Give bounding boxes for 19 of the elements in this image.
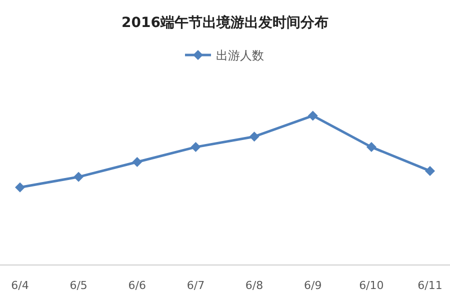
point	[15, 182, 25, 192]
legend: 出游人数	[185, 48, 264, 62]
x-tick-label: 6/6	[128, 279, 146, 292]
x-tick-label: 6/5	[70, 279, 88, 292]
chart-title: 2016端午节出境游出发时间分布	[122, 14, 328, 31]
point	[74, 172, 84, 182]
point	[366, 142, 376, 152]
x-tick-label: 6/4	[11, 279, 29, 292]
point	[425, 166, 435, 176]
x-tick-label: 6/7	[186, 279, 205, 292]
legend-label: 出游人数	[216, 48, 264, 62]
x-tick-label: 6/9	[304, 279, 322, 292]
point	[132, 156, 142, 167]
x-tick-label: 6/8	[245, 279, 264, 292]
point	[308, 110, 318, 121]
point	[249, 132, 260, 142]
x-tick-label: 6/10	[359, 279, 384, 292]
point	[190, 142, 201, 152]
x-tick-label: 6/11	[418, 279, 442, 292]
